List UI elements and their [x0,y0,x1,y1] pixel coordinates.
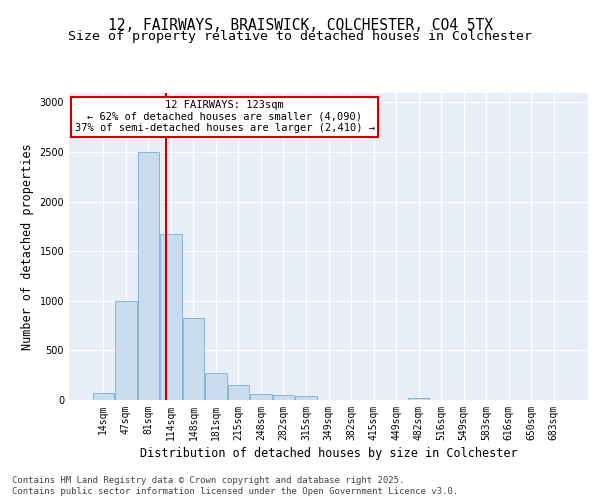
Text: 12 FAIRWAYS: 123sqm
← 62% of detached houses are smaller (4,090)
37% of semi-det: 12 FAIRWAYS: 123sqm ← 62% of detached ho… [74,100,374,134]
Bar [228,385,249,400]
Bar [182,318,204,400]
Bar [408,398,429,400]
Bar [115,301,137,400]
Text: Contains HM Land Registry data © Crown copyright and database right 2025.: Contains HM Land Registry data © Crown c… [12,476,404,485]
Y-axis label: Number of detached properties: Number of detached properties [21,143,34,350]
Bar [160,234,182,400]
Bar [205,373,227,400]
X-axis label: Distribution of detached houses by size in Colchester: Distribution of detached houses by size … [140,447,517,460]
Bar [92,392,114,400]
Bar [295,396,317,400]
Bar [250,394,272,400]
Text: Size of property relative to detached houses in Colchester: Size of property relative to detached ho… [68,30,532,43]
Bar [137,152,159,400]
Text: 12, FAIRWAYS, BRAISWICK, COLCHESTER, CO4 5TX: 12, FAIRWAYS, BRAISWICK, COLCHESTER, CO4… [107,18,493,32]
Bar [273,395,294,400]
Text: Contains public sector information licensed under the Open Government Licence v3: Contains public sector information licen… [12,487,458,496]
